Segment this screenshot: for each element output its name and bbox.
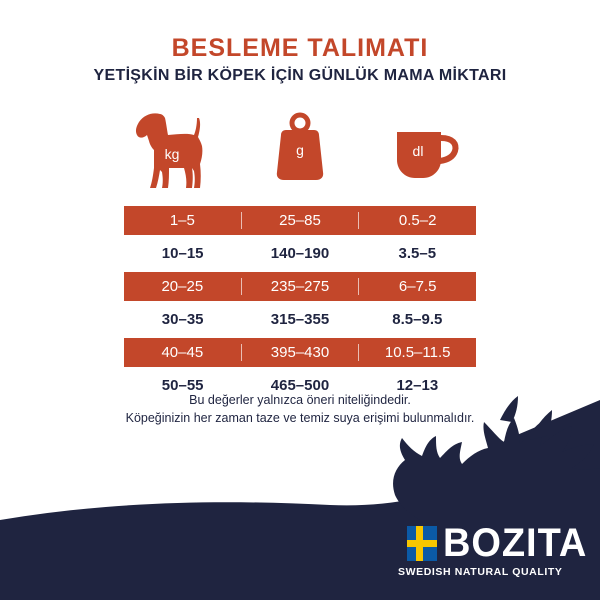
table-cell: 10–15	[161, 245, 204, 262]
table-cell: 3.5–5	[398, 245, 437, 262]
table-cell: 1–5	[169, 212, 195, 229]
table-cell: 465–500	[270, 377, 330, 394]
cup-icon	[393, 124, 461, 180]
table-row: 1–5 25–85 0.5–2	[124, 206, 476, 235]
table-row: 10–15 140–190 3.5–5	[124, 239, 476, 268]
table-cell: 12–13	[396, 377, 439, 394]
table-cell: 20–25	[161, 278, 204, 295]
weight-icon-label: g	[296, 142, 304, 158]
table-cell: 10.5–11.5	[358, 344, 476, 361]
cup-icon-label: dl	[412, 143, 424, 159]
dog-icon-label: kg	[164, 146, 180, 162]
page-subtitle: YETİŞKİN BİR KÖPEK İÇİN GÜNLÜK MAMA MİKT…	[93, 67, 507, 84]
feeding-table: 1–5 25–85 0.5–2 10–15 140–190 3.5–5 20–25 235–2…	[124, 206, 476, 404]
table-cell: 140–190	[270, 245, 330, 262]
table-cell: 25–85	[240, 212, 359, 229]
weight-icon	[272, 112, 328, 182]
table-row: 50–55 465–500 12–13	[124, 371, 476, 400]
table-cell: 6–7.5	[358, 278, 476, 295]
note-line-2: Köpeğinizin her zaman taze ve temiz suya…	[125, 411, 475, 425]
table-cell: 235–275	[240, 278, 359, 295]
table-cell: 50–55	[161, 377, 204, 394]
brand-tagline: SWEDISH NATURAL QUALITY	[398, 566, 563, 578]
table-row: 40–45 395–430 10.5–11.5	[124, 338, 476, 367]
table-cell: 40–45	[161, 344, 204, 361]
table-cell: 8.5–9.5	[392, 311, 443, 328]
table-cell: 0.5–2	[358, 212, 476, 229]
table-cell: 30–35	[161, 311, 204, 328]
table-row: 20–25 235–275 6–7.5	[124, 272, 476, 301]
note-line-1: Bu değerler yalnızca öneri niteliğindedi…	[189, 393, 411, 407]
page-title: BESLEME TALIMATI	[171, 34, 429, 62]
dog-icon	[128, 108, 214, 194]
table-row: 30–35 315–355 8.5–9.5	[124, 305, 476, 334]
table-cell: 395–430	[240, 344, 359, 361]
swedish-flag-icon	[407, 526, 437, 561]
brand-logo: BOZITA	[443, 521, 588, 565]
table-cell: 315–355	[270, 311, 330, 328]
